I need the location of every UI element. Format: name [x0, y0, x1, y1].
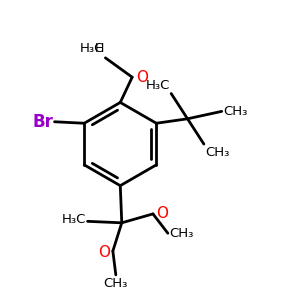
Text: H₃C: H₃C [80, 43, 104, 56]
Text: CH₃: CH₃ [223, 105, 247, 118]
Text: CH₃: CH₃ [206, 146, 230, 158]
Text: H₃C: H₃C [62, 213, 86, 226]
Text: O: O [157, 206, 169, 221]
Text: Br: Br [32, 113, 53, 131]
Text: O: O [98, 245, 110, 260]
Text: H: H [94, 43, 104, 56]
Text: O: O [136, 70, 148, 85]
Text: H₃C: H₃C [145, 79, 170, 92]
Text: CH₃: CH₃ [103, 277, 128, 290]
Text: CH₃: CH₃ [169, 227, 194, 240]
